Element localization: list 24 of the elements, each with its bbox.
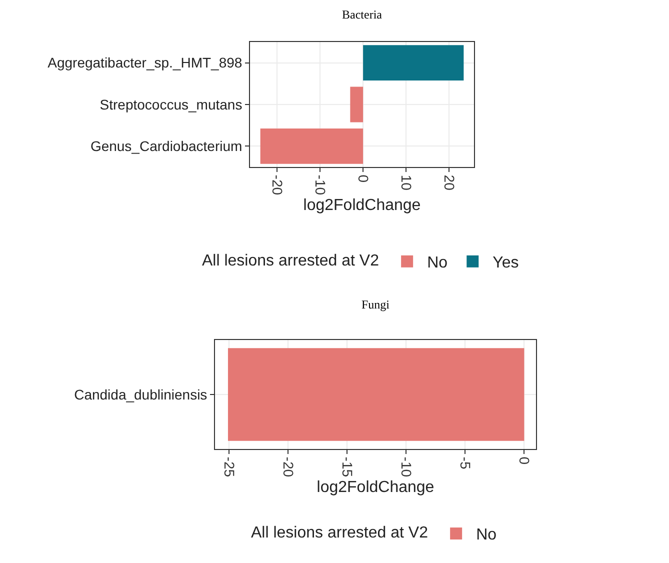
x-tick-label: -5 <box>458 456 474 470</box>
x-axis-title: log2FoldChange <box>316 478 434 496</box>
x-tick-label: 20 <box>442 174 458 191</box>
x-tick-label: -15 <box>340 456 356 478</box>
legend-label: Yes <box>492 254 519 272</box>
x-tick-label: -10 <box>312 174 329 196</box>
x-tick-label: 0 <box>356 174 372 183</box>
legend-label: No <box>476 526 497 544</box>
y-tick-label: Genus_Cardiobacterium <box>90 138 242 154</box>
x-tick-label: -20 <box>280 456 297 478</box>
chart-title: Fungi <box>361 297 390 312</box>
x-tick-label: -10 <box>398 456 415 478</box>
x-axis-title: log2FoldChange <box>303 196 421 214</box>
x-tick-label: -20 <box>270 174 286 196</box>
legend-title: All lesions arrested at V2 <box>251 524 428 542</box>
legend-title: All lesions arrested at V2 <box>202 252 380 270</box>
y-tick-label: Candida_dubliniensis <box>74 386 208 402</box>
x-tick-label: 10 <box>398 174 415 191</box>
x-tick-label: 0 <box>516 456 533 465</box>
y-tick-label: Aggregatibacter_sp._HMT_898 <box>48 54 242 71</box>
y-tick-label: Streptococcus_mutans <box>100 96 242 112</box>
legend-label: No <box>427 254 448 272</box>
chart-title: Bacteria <box>342 7 383 22</box>
x-tick-label: -25 <box>222 456 238 478</box>
